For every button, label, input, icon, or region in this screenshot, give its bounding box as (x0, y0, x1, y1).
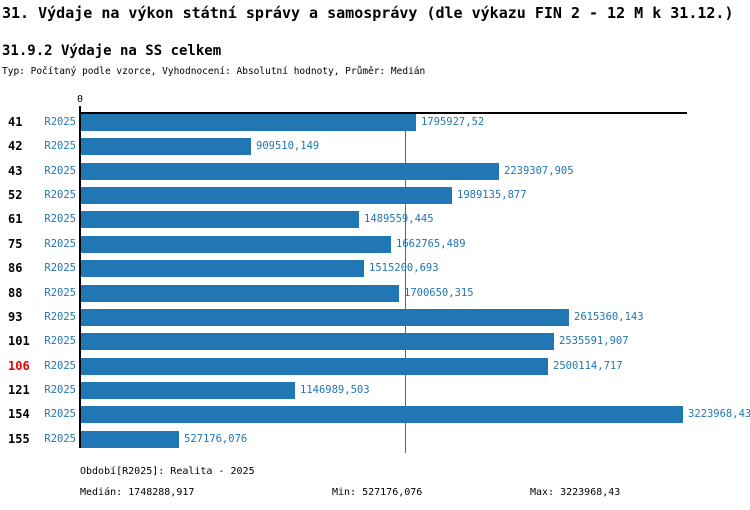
row-category-label: 155 (8, 432, 30, 446)
row-series-label: R2025 (44, 287, 76, 299)
bar-value-label: 527176,076 (184, 433, 248, 445)
bar-value-label: 3223968,43 (688, 408, 750, 420)
row-series-label: R2025 (44, 238, 76, 250)
bar (81, 236, 391, 253)
bar-value-label: 1795927,52 (421, 116, 485, 128)
row-series-label: R2025 (44, 408, 76, 420)
bar-value-label: 1515200,693 (369, 262, 439, 274)
row-category-label: 88 (8, 286, 23, 300)
bar-value-label: 1662765,489 (396, 238, 466, 250)
row-category-label: 93 (8, 310, 23, 324)
chart-subtitle: 31.9.2 Výdaje na SS celkem (2, 43, 222, 59)
bar (81, 138, 251, 155)
y-axis-line (79, 106, 81, 448)
bar-value-label: 2239307,905 (504, 165, 574, 177)
row-category-label: 75 (8, 237, 23, 251)
bar (81, 333, 554, 350)
period-legend: Období[R2025]: Realita - 2025 (80, 466, 255, 477)
row-series-label: R2025 (44, 213, 76, 225)
row-series-label: R2025 (44, 335, 76, 347)
bar (81, 309, 569, 326)
axis-zero-tick-label: 0 (77, 94, 84, 105)
row-series-label: R2025 (44, 384, 76, 396)
bar-value-label: 1989135,877 (457, 189, 527, 201)
bar-value-label: 2535591,907 (559, 335, 629, 347)
max-stat: Max: 3223968,43 (530, 487, 621, 498)
median-line (405, 112, 406, 453)
bar (81, 285, 399, 302)
row-series-label: R2025 (44, 165, 76, 177)
bar-value-label: 1700650,315 (404, 287, 474, 299)
bar (81, 114, 416, 131)
row-category-label: 121 (8, 383, 30, 397)
row-series-label: R2025 (44, 262, 76, 274)
chart-meta-line: Typ: Počítaný podle vzorce, Vyhodnocení:… (2, 66, 426, 77)
bar (81, 431, 179, 448)
bar (81, 358, 548, 375)
min-stat: Min: 527176,076 (332, 487, 423, 498)
bar (81, 187, 452, 204)
bar (81, 382, 295, 399)
row-series-label: R2025 (44, 360, 76, 372)
x-axis-line (79, 112, 687, 114)
row-category-label: 154 (8, 407, 30, 421)
bar (81, 260, 364, 277)
row-series-label: R2025 (44, 116, 76, 128)
bar-value-label: 2615360,143 (574, 311, 644, 323)
row-series-label: R2025 (44, 140, 76, 152)
bar (81, 163, 499, 180)
bar-value-label: 1489559,445 (364, 213, 434, 225)
row-category-label: 42 (8, 139, 23, 153)
row-category-label: 52 (8, 188, 23, 202)
row-category-label: 43 (8, 164, 23, 178)
row-category-label: 101 (8, 334, 30, 348)
bar-value-label: 1146989,503 (300, 384, 370, 396)
row-category-label: 41 (8, 115, 23, 129)
row-category-label: 61 (8, 212, 23, 226)
bar (81, 211, 359, 228)
row-category-label: 86 (8, 261, 23, 275)
median-stat: Medián: 1748288,917 (80, 487, 195, 498)
bar-value-label: 909510,149 (256, 140, 320, 152)
page-title: 31. Výdaje na výkon státní správy a samo… (2, 4, 734, 22)
row-series-label: R2025 (44, 189, 76, 201)
row-series-label: R2025 (44, 311, 76, 323)
bar (81, 406, 683, 423)
row-series-label: R2025 (44, 433, 76, 445)
row-category-label: 106 (8, 359, 30, 373)
bar-value-label: 2500114,717 (553, 360, 623, 372)
